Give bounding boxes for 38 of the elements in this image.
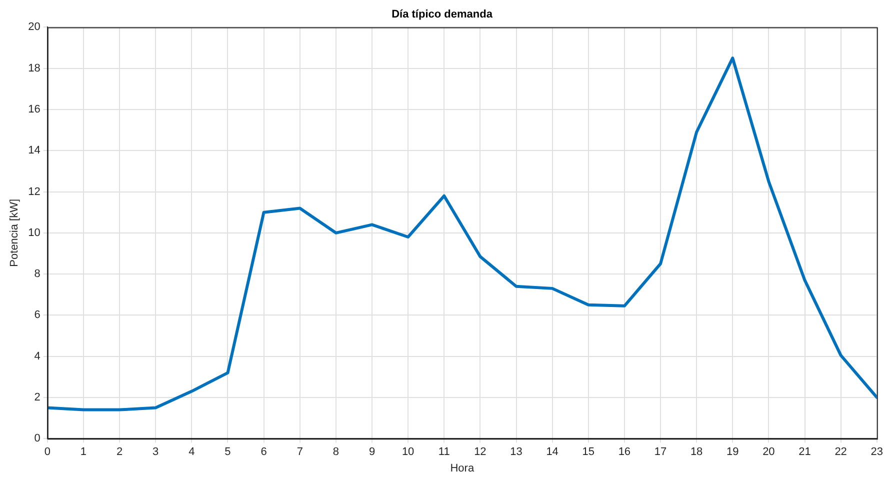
y-tick-label: 14 — [28, 144, 40, 157]
x-tick-label: 14 — [546, 446, 558, 458]
y-tick-label: 4 — [34, 350, 40, 362]
x-tick-label: 1 — [80, 446, 87, 458]
x-tick-label: 10 — [402, 446, 414, 458]
y-tick-label: 2 — [34, 391, 40, 404]
x-tick-label: 16 — [618, 446, 631, 458]
y-tick-label: 18 — [28, 62, 40, 74]
x-tick-label: 5 — [224, 446, 231, 458]
x-tick-label: 7 — [296, 446, 303, 458]
x-tick-label: 17 — [654, 446, 667, 458]
x-tick-label: 2 — [116, 446, 123, 458]
x-tick-label: 13 — [510, 446, 522, 458]
x-tick-label: 0 — [44, 446, 50, 458]
y-tick-label: 12 — [28, 186, 40, 198]
x-tick-label: 9 — [368, 446, 376, 458]
x-tick-label: 11 — [438, 446, 450, 458]
x-tick-label: 6 — [260, 446, 267, 458]
x-axis-title: Hora — [450, 462, 475, 474]
y-tick-label: 8 — [34, 268, 40, 280]
y-tick-label: 0 — [34, 432, 40, 445]
y-axis-title: Potencia [kW] — [8, 198, 21, 267]
y-tick-label: 10 — [28, 226, 40, 239]
x-tick-label: 22 — [834, 446, 847, 458]
x-tick-label: 18 — [690, 446, 703, 458]
x-tick-label: 4 — [188, 446, 195, 458]
x-tick-label: 21 — [798, 446, 811, 458]
x-tick-label: 23 — [870, 446, 884, 458]
y-tick-label: 6 — [34, 309, 40, 322]
y-tick-label: 16 — [28, 104, 40, 116]
x-tick-label: 8 — [332, 446, 339, 458]
x-tick-label: 20 — [762, 446, 775, 458]
x-tick-label: 15 — [582, 446, 595, 458]
y-tick-label: 20 — [28, 21, 40, 34]
x-tick-label: 3 — [152, 446, 159, 458]
chart-title: Día típico demanda — [392, 8, 494, 21]
x-tick-label: 19 — [726, 446, 739, 458]
x-tick-label: 12 — [474, 446, 486, 458]
